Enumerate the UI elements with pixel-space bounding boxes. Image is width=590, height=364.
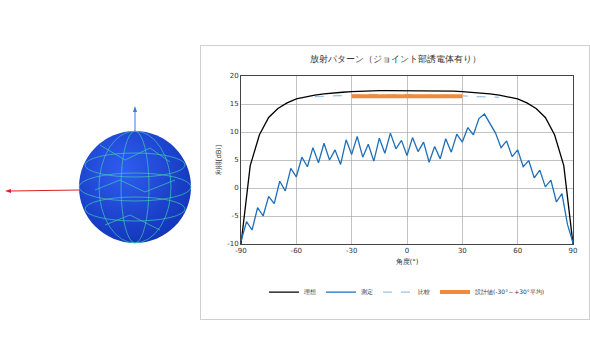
svg-text:-60: -60: [291, 247, 302, 255]
svg-text:比較: 比較: [418, 288, 430, 295]
svg-text:設計値(-30°～+30°平均): 設計値(-30°～+30°平均): [475, 288, 544, 295]
svg-text:角度(°): 角度(°): [396, 258, 419, 266]
svg-text:-90: -90: [235, 247, 246, 255]
svg-text:-10: -10: [227, 240, 238, 248]
svg-text:15: 15: [230, 100, 239, 108]
svg-text:-30: -30: [346, 247, 357, 255]
svg-text:5: 5: [234, 156, 238, 164]
svg-text:10: 10: [230, 128, 239, 136]
svg-text:利得[dBi]: 利得[dBi]: [215, 144, 223, 175]
svg-text:30: 30: [458, 247, 467, 255]
svg-text:測定: 測定: [361, 288, 373, 295]
svg-text:理想: 理想: [304, 288, 316, 295]
svg-text:0: 0: [234, 184, 238, 192]
svg-text:0: 0: [405, 247, 409, 255]
svg-text:放射パターン（ジョイント部誘電体有り）: 放射パターン（ジョイント部誘電体有り）: [310, 54, 481, 64]
svg-text:20: 20: [230, 72, 239, 80]
svg-text:-5: -5: [232, 212, 239, 220]
svg-text:60: 60: [513, 247, 522, 255]
svg-text:90: 90: [569, 247, 578, 255]
